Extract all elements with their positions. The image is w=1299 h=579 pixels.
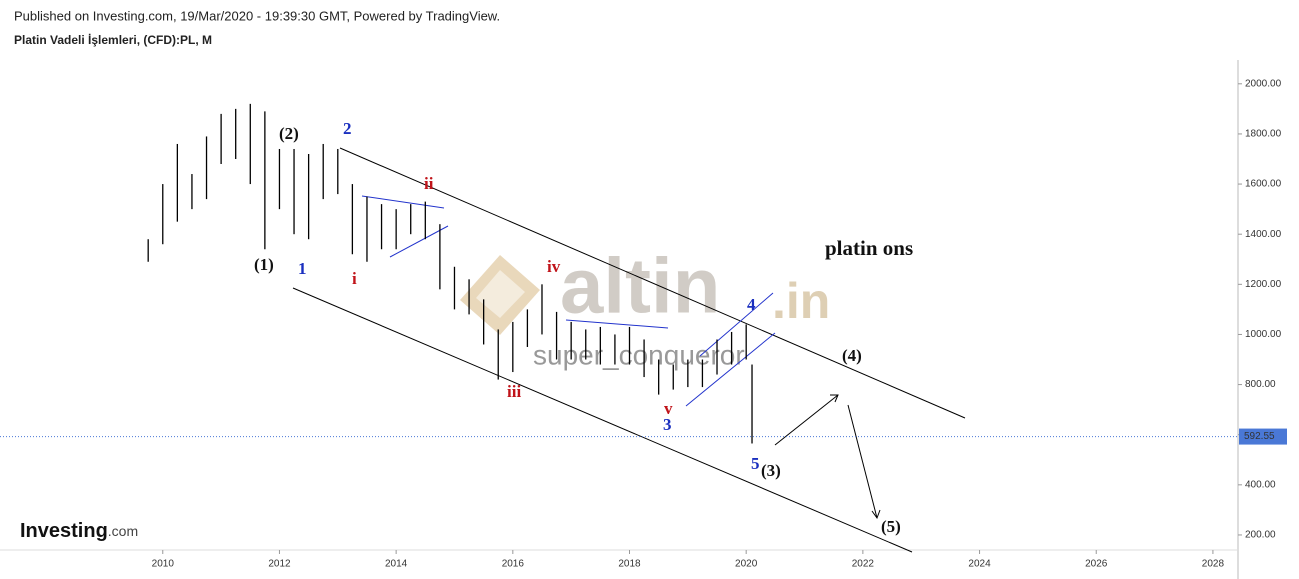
channel-line	[339, 147, 966, 419]
wave-label: 4	[747, 295, 756, 314]
arrow-head	[871, 509, 881, 520]
wave-label: (5)	[881, 517, 901, 536]
x-tick-label: 2022	[852, 559, 875, 570]
wave-label: (1)	[254, 255, 274, 274]
last-price-box	[1239, 428, 1287, 445]
pattern-line	[361, 195, 445, 209]
arrow	[847, 404, 878, 519]
y-tick-label: 400.00	[1245, 479, 1276, 490]
y-tick-label: 1000.00	[1245, 329, 1282, 340]
wave-label: iv	[547, 257, 561, 276]
y-tick-label: 1600.00	[1245, 179, 1282, 190]
wave-label: 5	[751, 454, 760, 473]
wave-label: i	[352, 269, 357, 288]
x-tick-label: 2024	[968, 559, 991, 570]
logo: Investing.com	[20, 520, 138, 542]
arrow	[774, 394, 839, 446]
y-tick-label: 1400.00	[1245, 229, 1282, 240]
pattern-line	[389, 225, 449, 258]
wave-label: v	[664, 399, 673, 418]
wave-label: (2)	[279, 124, 299, 143]
logo-brand: Investing	[20, 520, 108, 542]
last-price-label: 592.55	[1244, 431, 1275, 442]
arrow-head	[830, 394, 839, 403]
channel	[292, 147, 966, 553]
wave-label: 3	[663, 415, 672, 434]
y-tick-label: 2000.00	[1245, 78, 1282, 89]
x-tick-label: 2028	[1202, 559, 1225, 570]
watermark-tld: .in	[772, 273, 830, 329]
wave-label: ii	[424, 174, 434, 193]
wave-label: iii	[507, 382, 521, 401]
x-tick-label: 2012	[268, 559, 291, 570]
chart-title: platin ons	[825, 236, 913, 260]
wave-label: 1	[298, 259, 307, 278]
x-tick-label: 2026	[1085, 559, 1108, 570]
x-tick-label: 2010	[152, 559, 175, 570]
x-tick-label: 2018	[618, 559, 641, 570]
x-tick-label: 2014	[385, 559, 408, 570]
watermark: altin .in super_conqueror	[460, 242, 830, 370]
watermark-site: altin	[560, 242, 720, 330]
wave-label: (3)	[761, 461, 781, 480]
watermark-logo	[460, 255, 540, 335]
pattern-line	[699, 292, 774, 357]
y-tick-label: 1800.00	[1245, 129, 1282, 140]
x-tick-label: 2020	[735, 559, 758, 570]
watermark-user: super_conqueror	[533, 339, 745, 370]
symbol: Platin Vadeli İşlemleri, (CFD):PL, M	[14, 32, 212, 47]
y-tick-label: 800.00	[1245, 379, 1276, 390]
wave-label: 2	[343, 119, 352, 138]
patterns	[361, 195, 776, 407]
y-tick-label: 200.00	[1245, 530, 1276, 541]
y-tick-label: 1200.00	[1245, 279, 1282, 290]
wave-label: (4)	[842, 346, 862, 365]
watermark-logo	[476, 270, 525, 318]
pattern-line	[685, 332, 776, 407]
logo-suffix: .com	[108, 523, 138, 539]
x-tick-label: 2016	[502, 559, 525, 570]
pattern-line	[565, 319, 669, 329]
channel-line	[292, 287, 913, 553]
published: Published on Investing.com, 19/Mar/2020 …	[14, 8, 500, 23]
